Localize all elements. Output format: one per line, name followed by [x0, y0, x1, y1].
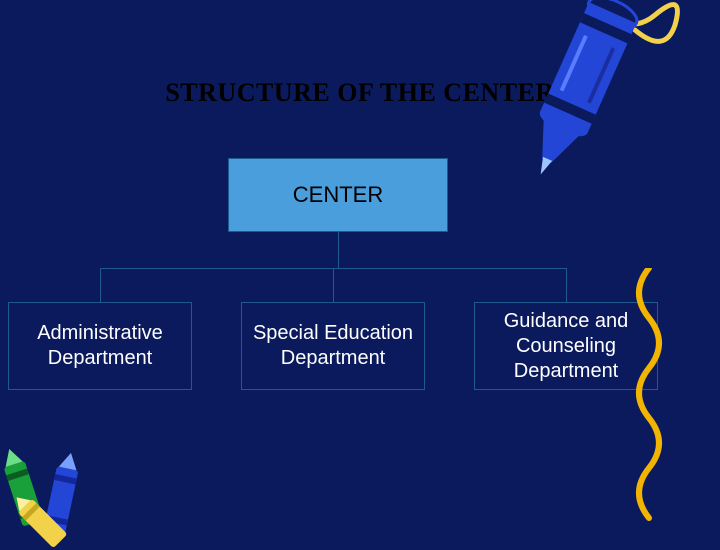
org-child-label-0: Administrative Department: [15, 321, 185, 371]
connector-drop-2: [566, 268, 567, 302]
connector-drop-0: [100, 268, 101, 302]
org-child-box-1: Special Education Department: [241, 302, 425, 390]
connector-root-drop: [338, 232, 339, 268]
org-child-label-1: Special Education Department: [248, 321, 418, 371]
connector-drop-1: [333, 268, 334, 302]
org-root-box: CENTER: [228, 158, 448, 232]
squiggle-right-icon: [624, 268, 674, 528]
crayons-bottom-left-icon: [0, 420, 122, 550]
org-root-label: CENTER: [293, 182, 383, 208]
org-child-box-0: Administrative Department: [8, 302, 192, 390]
